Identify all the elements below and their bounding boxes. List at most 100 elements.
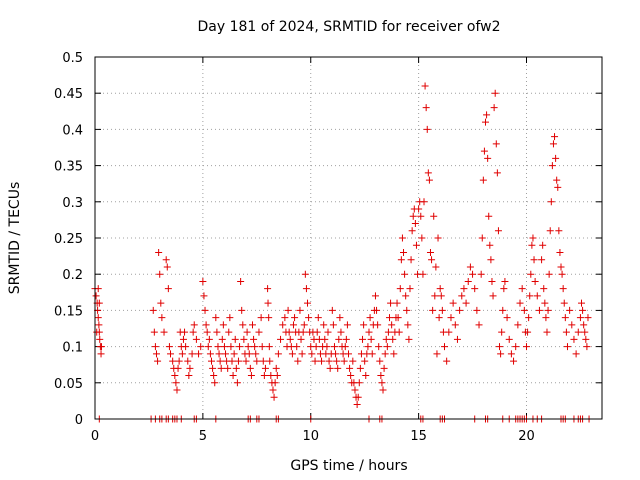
data-point xyxy=(582,335,590,343)
data-point xyxy=(270,393,278,401)
data-point xyxy=(499,306,507,314)
data-point xyxy=(526,292,534,300)
data-point xyxy=(186,364,194,372)
data-point xyxy=(335,335,343,343)
data-point xyxy=(230,350,238,358)
data-point xyxy=(385,314,393,322)
data-point xyxy=(546,227,554,235)
data-point xyxy=(257,314,265,322)
data-point xyxy=(261,364,269,372)
data-point xyxy=(368,350,376,358)
data-point xyxy=(332,350,340,358)
data-point xyxy=(337,328,345,336)
plot-frame xyxy=(94,56,603,420)
data-point xyxy=(246,364,254,372)
data-point xyxy=(412,241,420,249)
data-point xyxy=(378,379,386,387)
data-point xyxy=(445,328,453,336)
data-point xyxy=(435,314,443,322)
data-point xyxy=(493,169,501,177)
data-point xyxy=(578,299,586,307)
data-point xyxy=(346,364,354,372)
data-point xyxy=(579,306,587,314)
data-point xyxy=(156,270,164,278)
data-point xyxy=(205,335,213,343)
data-point xyxy=(95,321,103,329)
data-point xyxy=(209,364,217,372)
data-point xyxy=(266,357,274,365)
data-point xyxy=(220,343,228,351)
data-point xyxy=(212,314,220,322)
data-point xyxy=(572,350,580,358)
data-point xyxy=(206,350,214,358)
data-point xyxy=(404,321,412,329)
data-point xyxy=(481,118,489,126)
data-point xyxy=(237,277,245,285)
data-points xyxy=(91,82,593,423)
data-point xyxy=(214,343,222,351)
data-point xyxy=(466,263,474,271)
data-point xyxy=(375,343,383,351)
data-point xyxy=(215,350,223,358)
data-point xyxy=(353,401,361,409)
data-point xyxy=(371,292,379,300)
data-point xyxy=(456,306,464,314)
data-point xyxy=(291,314,299,322)
data-point xyxy=(540,285,548,293)
data-point xyxy=(462,299,470,307)
data-point xyxy=(251,343,259,351)
data-point xyxy=(522,343,530,351)
data-point xyxy=(387,299,395,307)
data-point xyxy=(301,270,309,278)
data-point xyxy=(402,292,410,300)
data-point xyxy=(149,306,157,314)
data-point xyxy=(419,270,427,278)
data-point xyxy=(396,285,404,293)
y-tick-label: 0.45 xyxy=(54,87,83,102)
data-point xyxy=(264,299,272,307)
data-point xyxy=(449,299,457,307)
y-tick-label: 0.35 xyxy=(54,160,83,175)
data-point xyxy=(437,292,445,300)
y-tick-label: 0 xyxy=(75,413,83,428)
data-point xyxy=(162,256,170,264)
data-point xyxy=(234,357,242,365)
data-point xyxy=(302,285,310,293)
data-point xyxy=(415,205,423,213)
data-point xyxy=(258,343,266,351)
data-point xyxy=(197,343,205,351)
data-point xyxy=(494,227,502,235)
data-point xyxy=(200,292,208,300)
data-point xyxy=(185,372,193,380)
data-point xyxy=(171,372,179,380)
data-point xyxy=(491,89,499,97)
data-point xyxy=(559,285,567,293)
data-point xyxy=(394,314,402,322)
data-point xyxy=(216,357,224,365)
data-point xyxy=(551,133,559,141)
data-point xyxy=(505,335,513,343)
data-point xyxy=(538,256,546,264)
data-point xyxy=(321,335,329,343)
data-point xyxy=(423,125,431,133)
data-point xyxy=(566,306,574,314)
data-point xyxy=(561,314,569,322)
data-point xyxy=(556,248,564,256)
data-point xyxy=(389,335,397,343)
x-tick-label: 20 xyxy=(518,429,535,444)
data-point xyxy=(539,241,547,249)
data-point xyxy=(487,256,495,264)
data-point xyxy=(250,335,258,343)
data-point xyxy=(244,343,252,351)
data-point xyxy=(405,335,413,343)
data-point xyxy=(401,270,409,278)
data-point xyxy=(535,306,543,314)
data-point xyxy=(94,285,102,293)
data-point xyxy=(298,350,306,358)
data-point xyxy=(503,314,511,322)
data-point xyxy=(226,314,234,322)
chart-title: Day 181 of 2024, SRMTID for receiver ofw… xyxy=(197,19,500,35)
data-point xyxy=(355,379,363,387)
data-point xyxy=(164,285,172,293)
data-point xyxy=(167,350,175,358)
